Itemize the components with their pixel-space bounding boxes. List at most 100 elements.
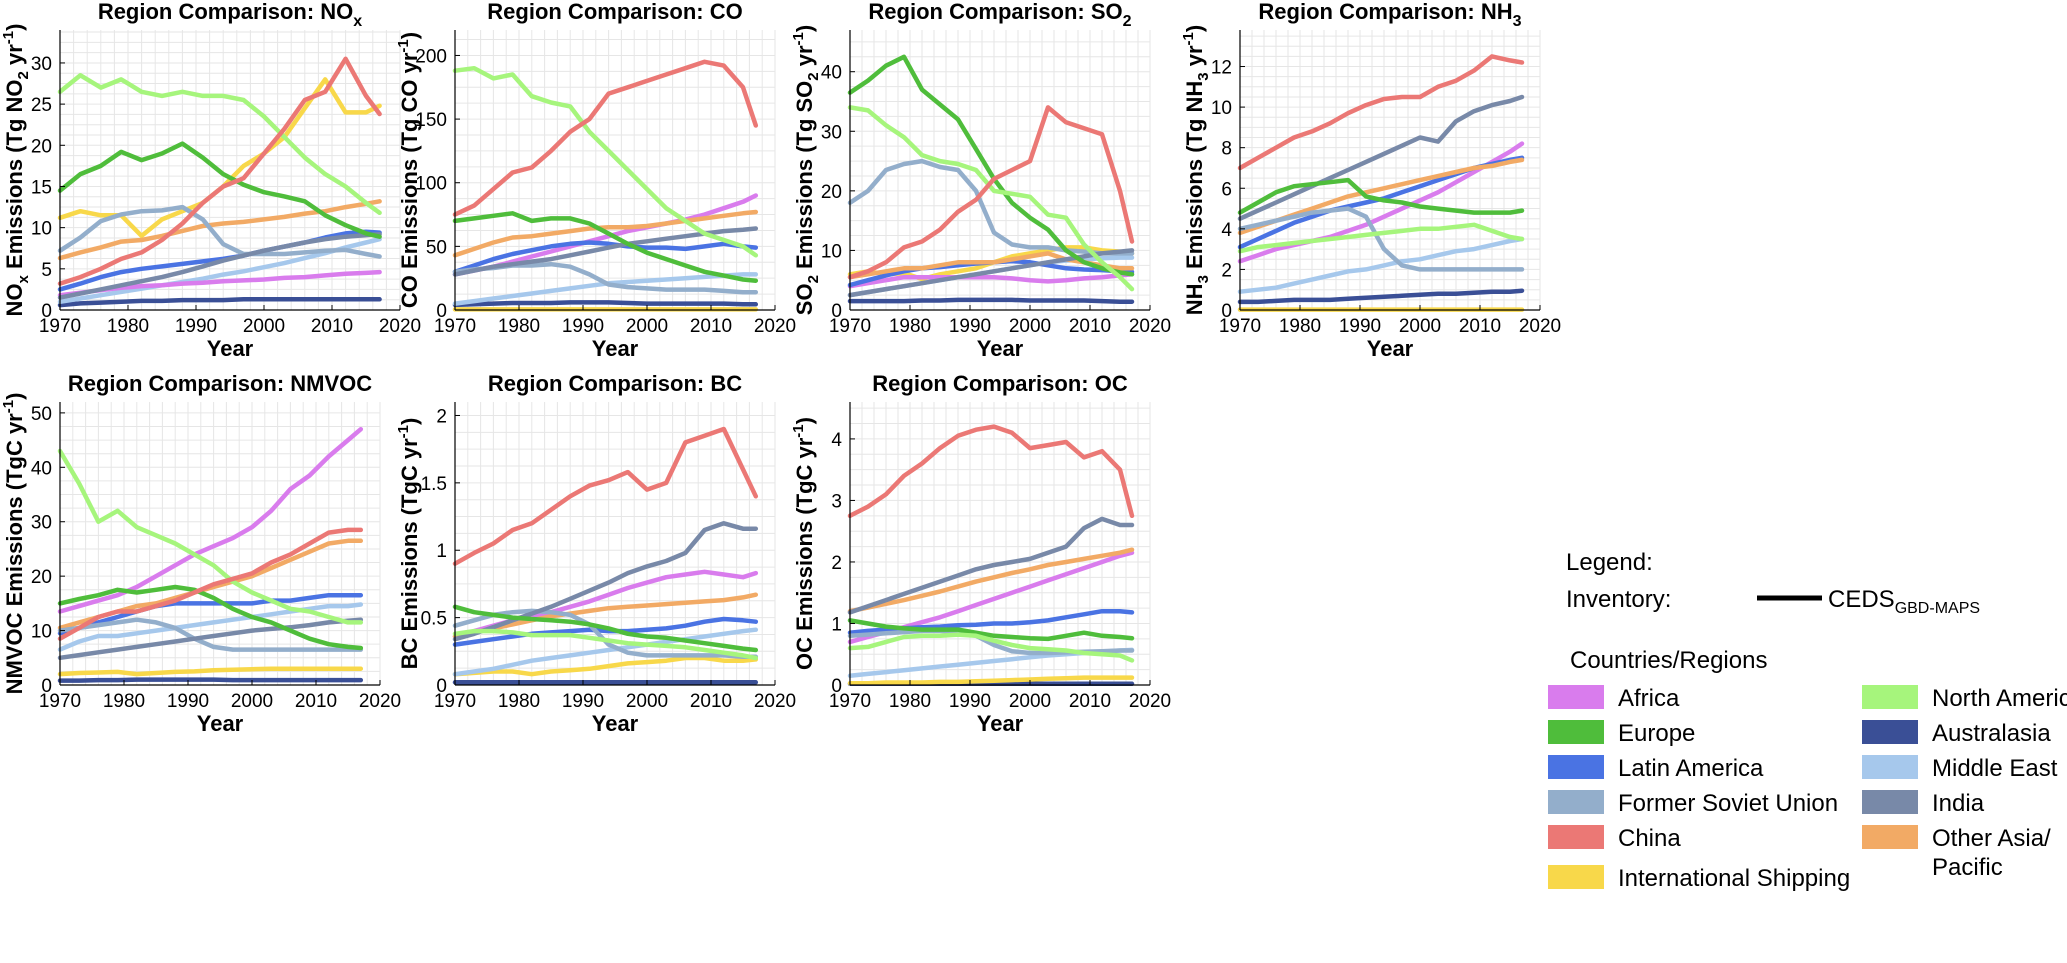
series-line-other-asia-pacific (57, 199, 382, 261)
legend-label: North America (1932, 685, 2067, 712)
legend-label: Africa (1618, 685, 1680, 712)
legend-label: International Shipping (1618, 865, 1850, 892)
series-line-india (452, 521, 759, 642)
y-tick-label: 2 (831, 553, 842, 574)
y-tick-label: 10 (31, 219, 52, 240)
x-axis-label: Year (207, 336, 254, 361)
legend-item-australasia: Australasia (1862, 720, 2051, 747)
y-tick-label: 8 (1221, 139, 1232, 160)
series-line-india (57, 617, 364, 661)
series-line-europe (57, 141, 382, 239)
series-line-middle-east (1237, 236, 1525, 294)
series-line-europe (57, 584, 364, 651)
y-tick-label: 4 (1221, 220, 1232, 241)
x-axis-label: Year (592, 711, 639, 736)
legend: Legend: Inventory: CEDSGBD-MAPS Countries/R… (1548, 549, 2067, 892)
legend-label: China (1618, 825, 1681, 852)
x-tick-label: 1990 (949, 316, 991, 337)
legend-swatch (1548, 790, 1604, 814)
series-line-europe (1237, 177, 1525, 215)
series-line-china (452, 59, 759, 217)
series-line-europe (452, 604, 759, 653)
panel-co: 1970 1980 1990 2000 2010 2020 0 50 100 150 200 Regi… (395, 0, 796, 361)
legend-label: Middle East (1932, 755, 2058, 782)
series-line-north-america (57, 448, 364, 625)
x-tick-label: 2010 (690, 691, 732, 712)
y-axis-label: NOx Emissions (Tg NO2 yr-1) (0, 24, 32, 317)
x-tick-label: 1970 (434, 316, 476, 337)
y-tick-label: 1.5 (421, 474, 447, 495)
legend-title: Legend: (1566, 549, 1653, 576)
series-line-international-shipping (57, 666, 364, 677)
x-tick-label: 1990 (562, 691, 604, 712)
y-tick-label: 3 (831, 491, 842, 512)
x-tick-label: 2010 (1069, 691, 1111, 712)
x-tick-label: 1990 (167, 691, 209, 712)
legend-item-former-soviet-union: Former Soviet Union (1548, 790, 1838, 817)
x-axis-label: Year (197, 711, 244, 736)
y-tick-label: 30 (821, 122, 842, 143)
series-line-former-soviet-union (1237, 206, 1525, 272)
y-tick-label: 12 (1211, 58, 1232, 79)
legend-label: Australasia (1932, 720, 2051, 747)
y-axis-label: NH3 Emissions (Tg NH3 yr-1) (1180, 25, 1212, 315)
legend-item-middle-east: Middle East (1862, 755, 2058, 782)
panel-oc: 1970 1980 1990 2000 2010 2020 0 1 2 3 4 Region Comp… (790, 371, 1171, 736)
legend-label: India (1932, 790, 1985, 817)
inventory-name: CEDSGBD-MAPS (1828, 586, 1980, 617)
y-tick-label: 50 (31, 404, 52, 425)
series-line-north-america (452, 628, 759, 661)
x-axis-label: Year (592, 336, 639, 361)
panel-nox: 1970 1980 1990 2000 2010 2020 0 5 10 15 20 25 30 Regi… (0, 0, 421, 361)
series-line-north-america (452, 65, 759, 258)
series-line-china (57, 56, 382, 286)
legend-label: Other Asia/ (1932, 825, 2051, 852)
x-tick-label: 1970 (829, 691, 871, 712)
legend-item-north-america: North America (1862, 685, 2067, 712)
x-tick-label: 1970 (829, 316, 871, 337)
x-tick-label: 1990 (175, 316, 217, 337)
series-line-former-soviet-union (57, 617, 364, 652)
y-tick-label: 0 (831, 301, 842, 322)
y-tick-label: 40 (31, 458, 52, 479)
series-line-china (847, 105, 1135, 280)
x-tick-label: 1980 (1279, 316, 1321, 337)
x-axis-label: Year (1367, 336, 1414, 361)
legend-item-latin-america: Latin America (1548, 755, 1764, 782)
series-line-latin-america (452, 616, 759, 647)
y-tick-label: 6 (1221, 179, 1232, 200)
x-tick-label: 2020 (359, 691, 401, 712)
x-tick-label: 2010 (295, 691, 337, 712)
y-tick-label: 25 (31, 95, 52, 116)
y-tick-label: 0.5 (421, 609, 447, 630)
series-line-australasia (452, 300, 759, 308)
x-tick-label: 1990 (1339, 316, 1381, 337)
x-tick-label: 1970 (39, 691, 81, 712)
y-axis-label: NMVOC Emissions (TgC yr-1) (0, 393, 27, 695)
x-tick-label: 1990 (562, 316, 604, 337)
x-tick-label: 2000 (1399, 316, 1441, 337)
legend-item-international-shipping: International Shipping (1548, 865, 1850, 892)
x-tick-label: 2010 (1459, 316, 1501, 337)
y-tick-label: 0 (41, 301, 52, 322)
x-tick-label: 1980 (103, 691, 145, 712)
x-tick-label: 2000 (1009, 691, 1051, 712)
legend-item-europe: Europe (1548, 720, 1695, 747)
legend-swatch (1862, 825, 1918, 849)
y-tick-label: 0 (436, 301, 447, 322)
x-tick-label: 2020 (1129, 691, 1171, 712)
y-axis-label: OC Emissions (TgC yr-1) (790, 417, 817, 670)
series-line-china (1237, 54, 1525, 171)
panel-nmvoc: 1970 1980 1990 2000 2010 2020 0 10 20 30 40 50 Regio… (0, 371, 401, 736)
series-line-international-shipping (452, 655, 759, 677)
series-line-china (847, 424, 1135, 519)
series-line-india (452, 226, 759, 277)
x-tick-label: 1970 (1219, 316, 1261, 337)
x-tick-label: 1980 (889, 316, 931, 337)
legend-swatch (1548, 865, 1604, 889)
x-tick-label: 2010 (1069, 316, 1111, 337)
x-tick-label: 2000 (243, 316, 285, 337)
y-tick-label: 150 (415, 110, 447, 131)
x-tick-label: 2020 (754, 691, 796, 712)
